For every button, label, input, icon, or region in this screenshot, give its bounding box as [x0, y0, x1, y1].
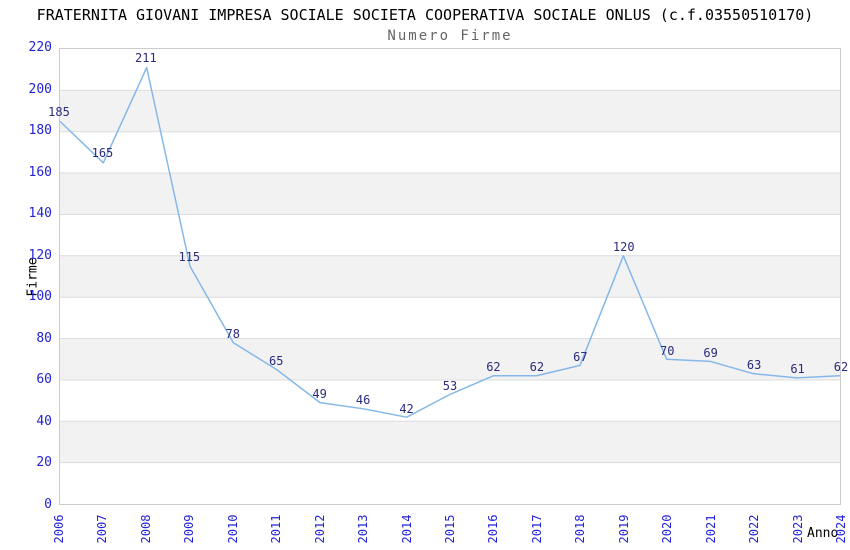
- data-label: 70: [659, 343, 675, 358]
- x-tick-label: 2008: [138, 514, 153, 544]
- plot-band: [60, 421, 840, 463]
- x-tick-label: 2009: [182, 514, 197, 544]
- y-tick-label: 20: [36, 455, 52, 471]
- x-tick-label: 2014: [399, 514, 414, 544]
- data-label: 211: [135, 50, 157, 65]
- data-label: 61: [790, 362, 805, 377]
- data-label: 120: [612, 239, 635, 254]
- x-tick-label: 2012: [312, 514, 327, 544]
- y-tick-label: 160: [28, 164, 52, 180]
- x-tick-label: 2023: [790, 514, 805, 544]
- y-tick-label: 220: [28, 40, 52, 55]
- data-label: 78: [225, 326, 240, 341]
- y-tick-label: 200: [28, 81, 52, 97]
- x-tick-label: 2021: [703, 514, 718, 544]
- data-label: 165: [91, 146, 114, 161]
- y-tick-label: 120: [28, 247, 52, 263]
- x-tick-label: 2019: [616, 514, 631, 544]
- x-tick-label: 2011: [269, 514, 284, 544]
- data-label: 62: [486, 360, 501, 375]
- x-tick-label: 2010: [225, 514, 240, 544]
- data-label: 65: [268, 353, 284, 368]
- x-tick-label: 2013: [356, 514, 371, 544]
- plot-band: [60, 255, 840, 298]
- plot-area: [59, 48, 841, 505]
- data-label: 115: [178, 250, 201, 265]
- y-tick-label: 40: [36, 413, 52, 429]
- x-tick-label: 2006: [52, 514, 66, 544]
- data-label: 62: [833, 360, 849, 375]
- x-tick-label: 2017: [529, 514, 544, 544]
- x-axis-title: Anno: [807, 526, 839, 541]
- data-label: 63: [746, 358, 762, 373]
- x-tick-label: 2007: [95, 514, 110, 544]
- data-label: 62: [529, 360, 545, 375]
- x-tick-label: 2015: [443, 514, 457, 544]
- y-tick-label: 80: [36, 330, 52, 346]
- y-tick-label: 180: [28, 123, 52, 139]
- y-tick-label: 140: [28, 206, 52, 222]
- x-tick-label: 2016: [486, 514, 501, 544]
- plot-band: [60, 338, 840, 380]
- data-label: 46: [355, 393, 371, 408]
- data-label: 185: [48, 104, 70, 119]
- data-label: 42: [399, 401, 414, 416]
- y-tick-label: 60: [36, 372, 52, 388]
- data-label: 49: [312, 387, 327, 402]
- y-tick-label: 0: [44, 497, 52, 512]
- line-series-svg: [60, 66, 840, 464]
- x-tick-label: 2020: [660, 514, 675, 544]
- chart-title: FRATERNITA GIOVANI IMPRESA SOCIALE SOCIE…: [36, 6, 814, 24]
- data-label: 67: [573, 349, 588, 364]
- x-tick-label: 2018: [573, 514, 588, 544]
- chart-subtitle: Numero Firme: [387, 28, 513, 44]
- x-tick-label: 2022: [747, 514, 762, 544]
- y-tick-label: 100: [28, 289, 52, 305]
- plot-band: [60, 173, 840, 215]
- plot-band: [60, 90, 840, 132]
- data-label: 69: [703, 345, 718, 360]
- data-label: 53: [442, 378, 458, 393]
- x-tick-label: 2024: [834, 514, 848, 544]
- series-line: [60, 66, 840, 418]
